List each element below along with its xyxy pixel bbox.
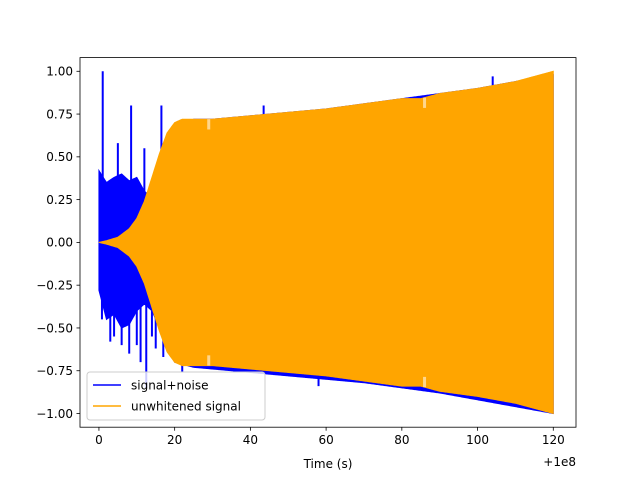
legend: signal+noise unwhitened signal	[86, 371, 266, 421]
y-tick-label-1: −0.75	[36, 364, 73, 378]
y-axis: −1.00 −0.75 −0.50 −0.25 0.00 0.25 0.50 0.75 1.00	[36, 65, 80, 421]
y-tick-label-2: −0.50	[36, 321, 73, 335]
series-layer	[98, 70, 554, 415]
x-tick-label-2: 40	[243, 433, 258, 447]
series-unwhitened-signal-band	[98, 70, 554, 415]
y-tick-label-4: 0.00	[46, 236, 73, 250]
y-tick-label-7: 0.75	[46, 107, 73, 121]
unwhitened-signal-notch-bottom-1	[423, 376, 427, 388]
unwhitened-signal-notch-bottom-0	[207, 355, 211, 366]
legend-box	[86, 371, 266, 421]
x-tick-label-1: 20	[167, 433, 182, 447]
unwhitened-signal-notch-top-1	[423, 97, 427, 108]
series-unwhitened-signal-notches	[207, 97, 427, 388]
y-tick-label-5: 0.25	[46, 193, 73, 207]
legend-label-signal-noise: signal+noise	[131, 379, 208, 393]
x-axis-label: Time (s)	[303, 457, 353, 471]
y-tick-label-0: −1.00	[36, 407, 73, 421]
x-tick-label-3: 60	[318, 433, 333, 447]
legend-label-unwhitened-signal: unwhitened signal	[131, 400, 241, 414]
x-tick-label-4: 80	[394, 433, 409, 447]
x-axis: 0 20 40 60 80 100 120	[95, 427, 565, 447]
x-axis-offset-label: +1e8	[543, 455, 576, 469]
x-tick-label-6: 120	[542, 433, 565, 447]
y-tick-label-8: 1.00	[46, 65, 73, 79]
x-tick-label-5: 100	[466, 433, 489, 447]
x-tick-label-0: 0	[95, 433, 103, 447]
unwhitened-signal-notch-top-0	[207, 119, 211, 130]
y-tick-label-3: −0.25	[36, 278, 73, 292]
y-tick-label-6: 0.50	[46, 150, 73, 164]
